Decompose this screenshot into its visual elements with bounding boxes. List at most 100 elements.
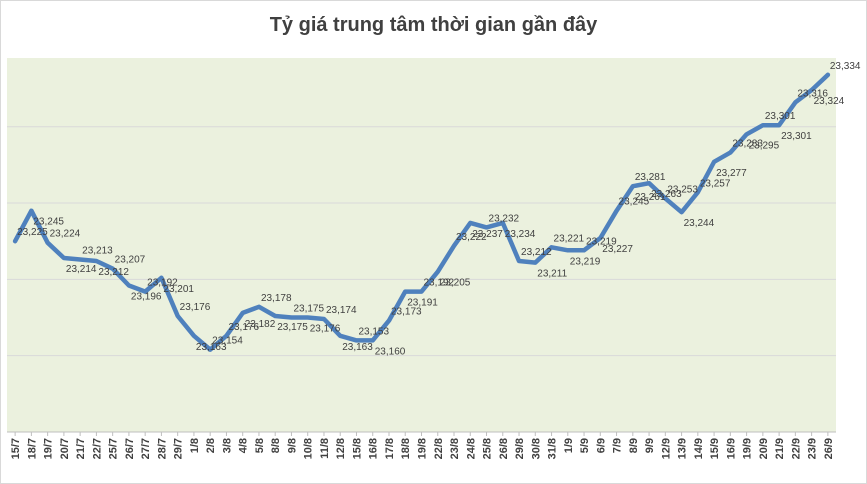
data-label: 23,196: [131, 291, 162, 302]
x-tick-label: 22/8: [433, 438, 445, 459]
data-label: 23,178: [261, 293, 292, 304]
data-label: 23,221: [554, 233, 585, 244]
x-tick-label: 16/9: [725, 438, 737, 459]
x-tick-label: 23/8: [449, 438, 461, 459]
x-tick-label: 26/9: [823, 438, 835, 459]
x-tick-label: 30/8: [530, 438, 542, 459]
x-tick-label: 7/9: [612, 438, 624, 453]
x-tick-label: 4/8: [238, 438, 250, 453]
x-tick-label: 8/9: [628, 438, 640, 453]
chart-title: Tỷ giá trung tâm thời gian gần đây: [269, 14, 598, 36]
data-label: 23,176: [228, 322, 259, 333]
x-tick-label: 5/9: [579, 438, 591, 453]
data-label: 23,301: [765, 111, 796, 122]
x-tick-label: 12/9: [660, 438, 672, 459]
data-label: 23,232: [489, 213, 520, 224]
data-label: 23,212: [521, 247, 552, 258]
x-tick-label: 16/8: [368, 438, 380, 459]
data-label: 23,261: [635, 192, 666, 203]
x-tick-label: 24/8: [465, 438, 477, 459]
data-label: 23,245: [33, 217, 64, 228]
x-tick-label: 26/7: [124, 438, 136, 459]
x-tick-label: 29/8: [514, 438, 526, 459]
data-label: 23,192: [147, 278, 178, 289]
x-tick-label: 20/7: [59, 438, 71, 459]
data-label: 23,163: [342, 342, 373, 353]
data-label: 23,207: [115, 255, 146, 266]
data-label: 23,176: [180, 302, 211, 313]
data-label: 23,211: [537, 269, 567, 280]
data-label: 23,173: [391, 307, 422, 318]
x-tick-label: 15/9: [709, 438, 721, 459]
data-label: 23,225: [17, 227, 48, 238]
x-tick-label: 22/7: [91, 438, 103, 459]
x-tick-label: 20/9: [758, 438, 770, 459]
data-label: 23,283: [732, 139, 763, 150]
x-tick-label: 19/8: [417, 438, 429, 459]
data-label: 23,295: [749, 140, 780, 151]
x-tick-label: 25/7: [108, 438, 120, 459]
data-label: 23,224: [50, 229, 81, 240]
data-label: 23,175: [277, 322, 308, 333]
x-tick-label: 9/8: [286, 438, 298, 453]
data-label: 23,154: [212, 336, 243, 347]
data-label: 23,324: [814, 96, 845, 107]
data-label: 23,163: [196, 342, 227, 353]
data-label: 23,205: [440, 278, 471, 289]
x-tick-label: 15/8: [351, 438, 363, 459]
data-label: 23,334: [830, 61, 861, 72]
x-tick-label: 13/9: [677, 438, 689, 459]
data-label: 23,316: [797, 88, 828, 99]
data-label: 23,160: [375, 346, 406, 357]
x-tick-label: 10/8: [303, 438, 315, 459]
data-label: 23,245: [619, 197, 650, 208]
x-tick-label: 25/8: [482, 438, 494, 459]
data-label: 23,244: [684, 218, 715, 229]
x-tick-label: 9/9: [644, 438, 656, 453]
x-tick-label: 21/9: [774, 438, 786, 459]
data-label: 23,277: [716, 168, 747, 179]
data-label: 23,237: [472, 229, 503, 240]
x-tick-label: 18/8: [400, 438, 412, 459]
data-label: 23,182: [245, 319, 276, 330]
data-label: 23,222: [456, 232, 487, 243]
data-label: 23,219: [586, 236, 617, 247]
data-label: 23,191: [407, 298, 438, 309]
x-tick-label: 15/7: [10, 438, 22, 459]
x-tick-label: 21/7: [75, 438, 87, 459]
data-label: 23,201: [163, 284, 194, 295]
x-tick-label: 19/7: [43, 438, 55, 459]
data-label: 23,281: [635, 172, 666, 183]
data-label: 23,153: [358, 326, 389, 337]
data-label: 23,192: [424, 278, 455, 289]
x-tick-label: 6/9: [595, 438, 607, 453]
data-label: 23,227: [602, 244, 633, 255]
x-tick-label: 1/9: [563, 438, 575, 453]
data-label: 23,301: [781, 131, 812, 142]
data-label: 23,176: [310, 324, 341, 335]
x-tick-label: 19/9: [742, 438, 754, 459]
x-tick-label: 5/8: [254, 438, 266, 453]
x-tick-label: 3/8: [221, 438, 233, 453]
data-label: 23,263: [651, 189, 682, 200]
x-tick-label: 28/7: [156, 438, 168, 459]
x-tick-label: 2/8: [205, 438, 217, 453]
x-tick-label: 14/9: [693, 438, 705, 459]
x-tick-label: 12/8: [335, 438, 347, 459]
data-label: 23,253: [667, 184, 698, 195]
x-tick-label: 8/8: [270, 438, 282, 453]
data-label: 23,174: [326, 305, 357, 316]
data-label: 23,257: [700, 178, 731, 189]
data-label: 23,175: [293, 304, 324, 315]
x-tick-label: 27/7: [140, 438, 152, 459]
data-label: 23,213: [82, 246, 113, 257]
data-label: 23,234: [505, 229, 536, 240]
x-tick-label: 23/9: [807, 438, 819, 459]
x-tick-label: 29/7: [173, 438, 185, 459]
x-tick-label: 31/8: [547, 438, 559, 459]
x-tick-label: 26/8: [498, 438, 510, 459]
x-tick-label: 18/7: [26, 438, 38, 459]
x-tick-label: 11/8: [319, 438, 331, 459]
x-tick-label: 1/8: [189, 438, 201, 453]
